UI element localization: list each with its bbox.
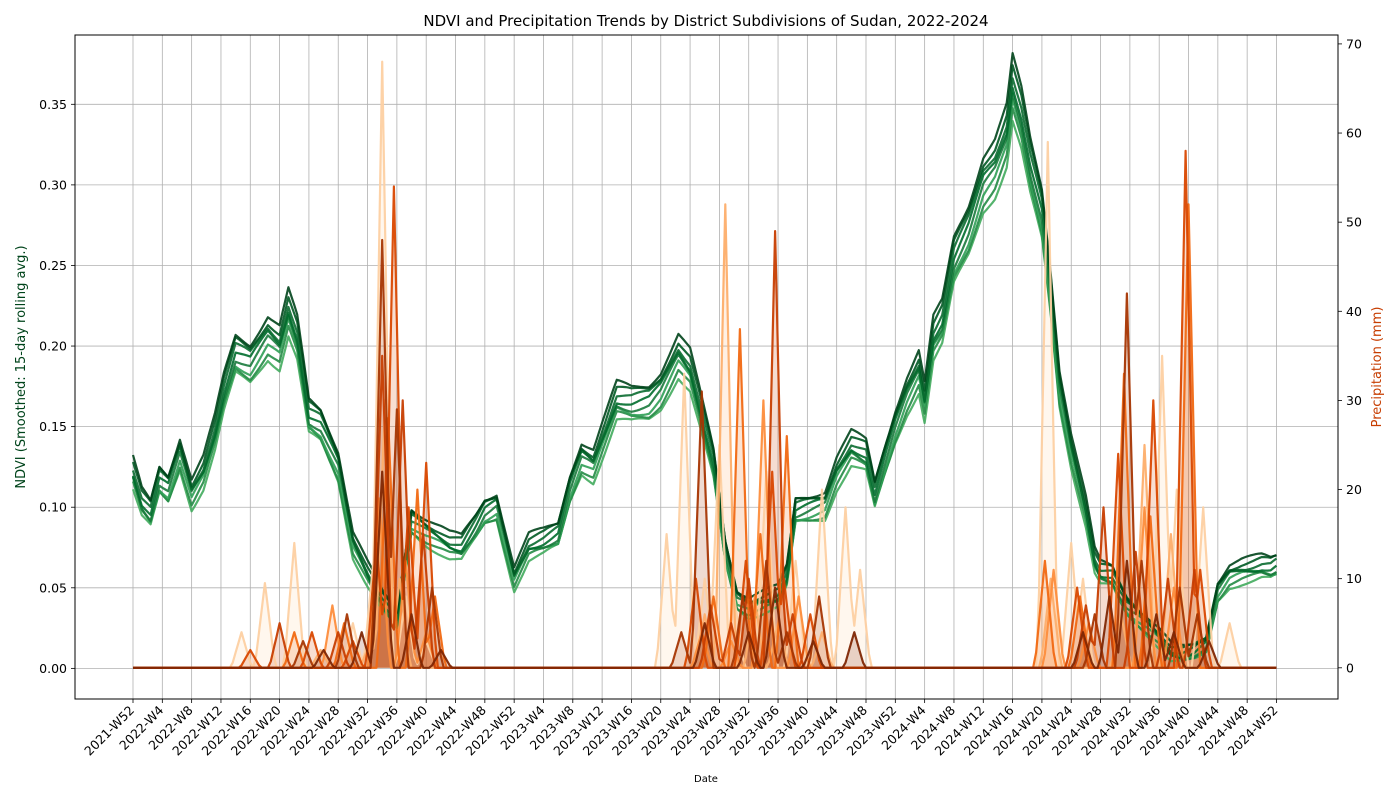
y-right-tick-label: 40 — [1346, 304, 1362, 319]
y-left-tick-label: 0.20 — [39, 339, 67, 354]
x-axis: 2021-W522022-W42022-W82022-W122022-W1620… — [81, 699, 1281, 758]
y-right-tick-label: 30 — [1346, 393, 1362, 408]
y-axis-right-label: Precipitation (mm) — [1370, 307, 1385, 428]
y-right-tick-label: 60 — [1346, 126, 1362, 141]
y-left-tick-label: 0.35 — [39, 97, 67, 112]
y-right-tick-label: 50 — [1346, 215, 1362, 230]
y-right-tick-label: 0 — [1346, 660, 1354, 675]
precip-series-line — [133, 470, 1277, 669]
y-left-tick-label: 0.25 — [39, 258, 67, 273]
y-right-tick-label: 70 — [1346, 36, 1362, 51]
y-left-tick-label: 0.15 — [39, 419, 67, 434]
y-right-tick-label: 20 — [1346, 482, 1362, 497]
y-left-tick-label: 0.00 — [39, 661, 67, 676]
x-axis-label: Date — [694, 774, 718, 785]
precip-series-line — [133, 238, 1277, 669]
y-right-tick-label: 10 — [1346, 571, 1362, 586]
precip-layer — [133, 60, 1277, 669]
y-left-tick-label: 0.10 — [39, 500, 67, 515]
chart-title: NDVI and Precipitation Trends by Distric… — [423, 12, 988, 30]
right-axis: 0 10 20 30 40 50 60 70 — [1338, 36, 1362, 675]
precip-series-fill — [133, 204, 1277, 668]
left-axis: 0.00 0.05 0.10 0.15 0.20 0.25 0.30 0.35 — [39, 97, 75, 676]
ndvi-series-line — [131, 52, 1277, 647]
y-axis-left-label: NDVI (Smoothed: 15-day rolling avg.) — [14, 245, 29, 488]
y-left-tick-label: 0.05 — [39, 580, 67, 595]
y-left-tick-label: 0.30 — [39, 177, 67, 192]
plot-frame — [74, 34, 1339, 700]
